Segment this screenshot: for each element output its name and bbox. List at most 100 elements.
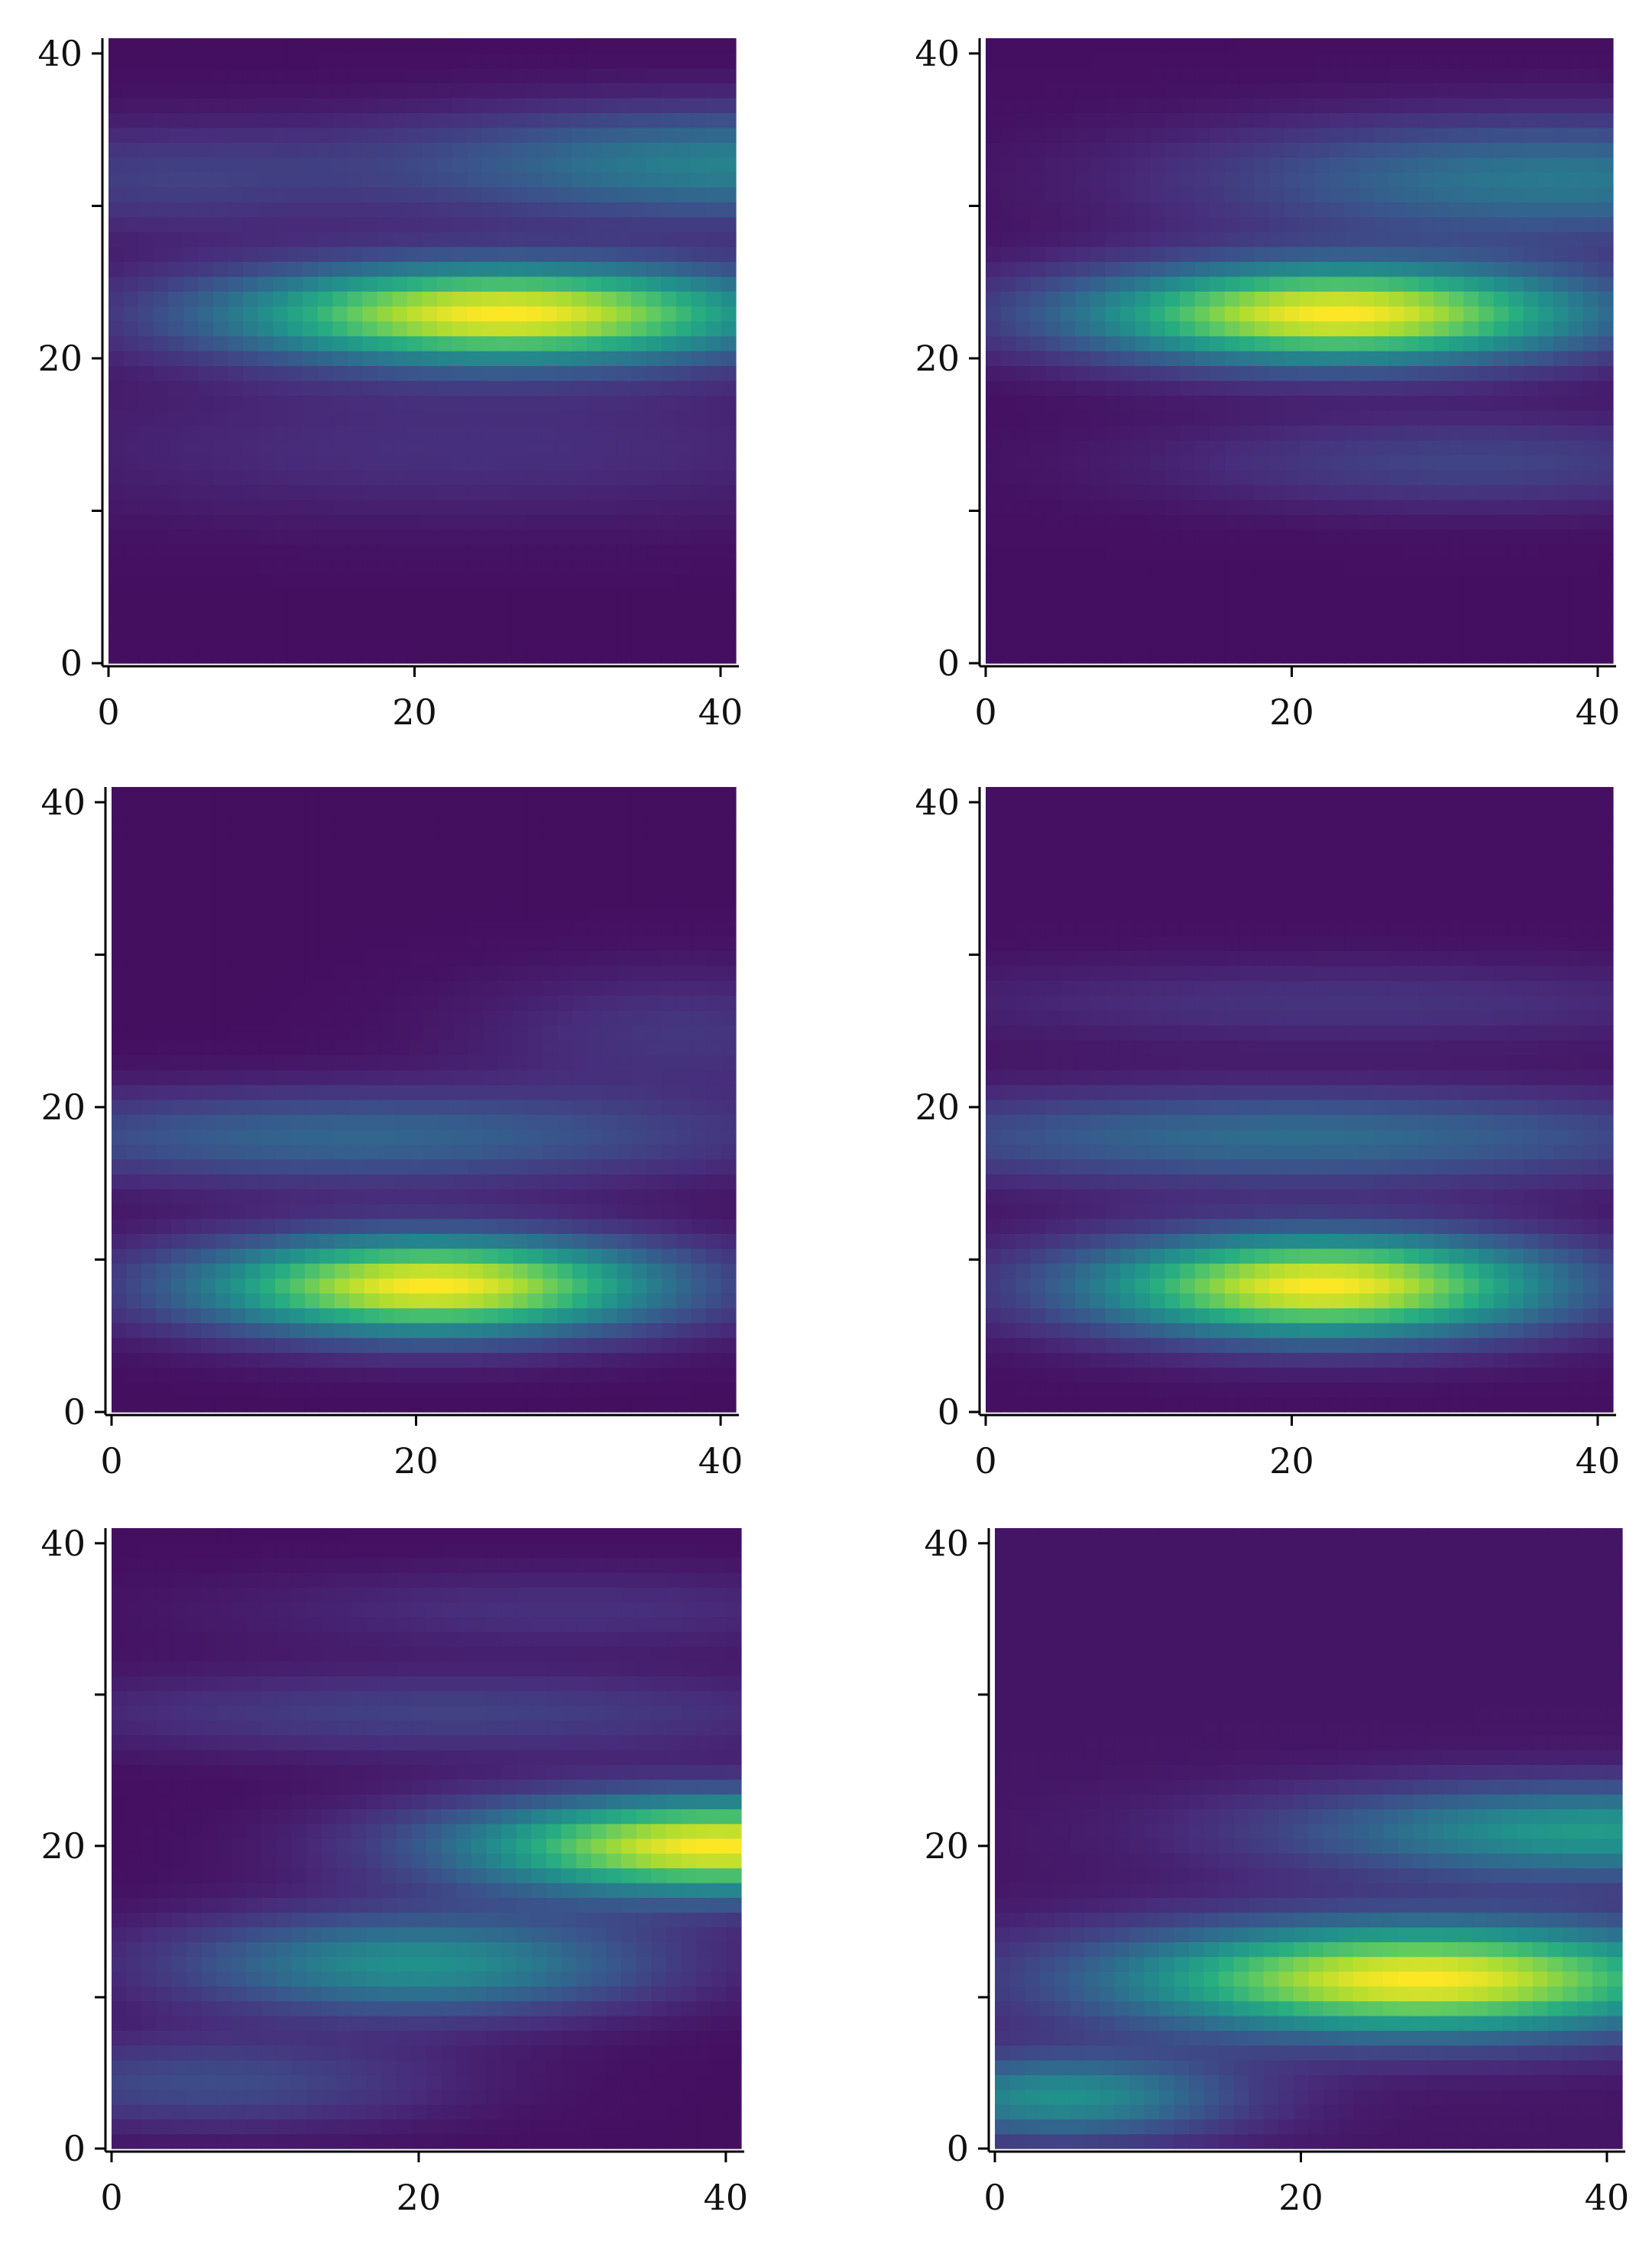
heatmap-cell <box>1359 186 1375 202</box>
heatmap-cell <box>1479 335 1495 351</box>
heatmap-cell <box>153 306 169 322</box>
heatmap-cell <box>1135 335 1151 351</box>
heatmap-cell <box>242 97 259 113</box>
heatmap-cell <box>1463 410 1479 426</box>
heatmap-cell <box>541 142 558 158</box>
heatmap-cell <box>1404 67 1420 84</box>
heatmap-cell <box>1582 633 1599 649</box>
heatmap-cell <box>586 67 602 84</box>
heatmap-cell <box>616 410 632 426</box>
heatmap-cell <box>215 1278 232 1294</box>
heatmap-cell <box>409 1323 425 1339</box>
heatmap-cell <box>483 1025 499 1041</box>
heatmap-cell <box>242 588 259 604</box>
heatmap-cell <box>1448 588 1465 604</box>
heatmap-cell <box>230 935 246 951</box>
heatmap-cell <box>303 261 319 277</box>
heatmap-cell <box>304 995 320 1011</box>
heatmap-cell <box>1090 321 1106 337</box>
heatmap-cell <box>349 921 365 937</box>
heatmap-cell <box>1060 455 1076 471</box>
heatmap-cell <box>109 306 125 322</box>
heatmap-cell <box>1135 261 1151 277</box>
heatmap-cell <box>287 335 303 351</box>
heatmap-cell <box>556 83 572 99</box>
heatmap-cell <box>1314 83 1330 99</box>
heatmap-cell <box>661 588 677 604</box>
heatmap-cell <box>347 306 363 322</box>
heatmap-cell <box>362 261 378 277</box>
heatmap-cell <box>705 365 722 381</box>
heatmap-cell <box>1299 574 1315 590</box>
heatmap-cell <box>1164 559 1181 575</box>
heatmap-cell <box>646 1070 662 1086</box>
heatmap-cell <box>1523 484 1539 500</box>
heatmap-cell <box>1582 335 1599 351</box>
heatmap-cell <box>362 291 378 307</box>
heatmap-cell <box>1090 306 1106 322</box>
heatmap-cell <box>212 633 228 649</box>
heatmap-cell <box>1180 202 1196 218</box>
heatmap-cell <box>616 559 632 575</box>
heatmap-cell <box>1359 112 1375 128</box>
heatmap-cell <box>1015 335 1032 351</box>
heatmap-cell <box>587 951 603 967</box>
heatmap-cell <box>1508 455 1524 471</box>
heatmap-cell <box>153 588 169 604</box>
heatmap-cell <box>721 351 737 367</box>
heatmap-cell <box>705 559 722 575</box>
heatmap-cell <box>1254 186 1271 202</box>
heatmap-cell <box>423 935 439 951</box>
heatmap-cell <box>1075 306 1091 322</box>
heatmap-cell <box>392 618 408 634</box>
heatmap-cell <box>1448 83 1465 99</box>
heatmap-cell <box>1284 499 1301 515</box>
heatmap-cell <box>228 216 244 232</box>
heatmap-cell <box>287 410 303 426</box>
heatmap-cell <box>1582 425 1599 441</box>
heatmap-cell <box>304 1278 320 1294</box>
heatmap-cell <box>631 439 647 455</box>
heatmap-cell <box>123 559 139 575</box>
heatmap-cell <box>691 202 707 218</box>
heatmap-cell <box>242 559 259 575</box>
heatmap-cell <box>526 365 543 381</box>
heatmap-cell <box>304 1323 320 1339</box>
heatmap-cell <box>1463 53 1479 69</box>
heatmap-cell <box>112 891 128 907</box>
heatmap-cell <box>1418 604 1435 620</box>
heatmap-cell <box>541 38 558 54</box>
heatmap-cell <box>1164 425 1181 441</box>
heatmap-cell <box>526 97 543 113</box>
heatmap-cell <box>1418 142 1435 158</box>
heatmap-cell <box>571 261 588 277</box>
heatmap-cell <box>513 1188 529 1204</box>
heatmap-cell <box>198 186 214 202</box>
heatmap-cell <box>274 905 291 921</box>
heatmap-cell <box>258 469 274 485</box>
heatmap-cell <box>1598 425 1614 441</box>
heatmap-cell <box>1269 514 1285 530</box>
heatmap-cell <box>675 276 692 292</box>
heatmap-cell <box>228 484 244 500</box>
heatmap-cell <box>1075 514 1091 530</box>
heatmap-cell <box>631 1248 647 1264</box>
heatmap-cell <box>438 1188 454 1204</box>
heatmap-cell <box>1269 469 1285 485</box>
heatmap-cell <box>126 1158 142 1174</box>
heatmap-cell <box>377 306 394 322</box>
heatmap-cell <box>1493 648 1509 664</box>
heatmap-cell <box>1523 335 1539 351</box>
heatmap-cell <box>691 1129 707 1145</box>
heatmap-cell <box>1374 633 1390 649</box>
heatmap-cell <box>215 1263 232 1279</box>
heatmap-cell <box>198 232 214 248</box>
heatmap-cell <box>543 1070 559 1086</box>
heatmap-cell <box>483 1040 499 1056</box>
heatmap-cell <box>212 142 228 158</box>
heatmap-cell <box>228 559 244 575</box>
heatmap-cell <box>646 455 662 471</box>
heatmap-cell <box>1224 604 1240 620</box>
heatmap-cell <box>362 38 378 54</box>
